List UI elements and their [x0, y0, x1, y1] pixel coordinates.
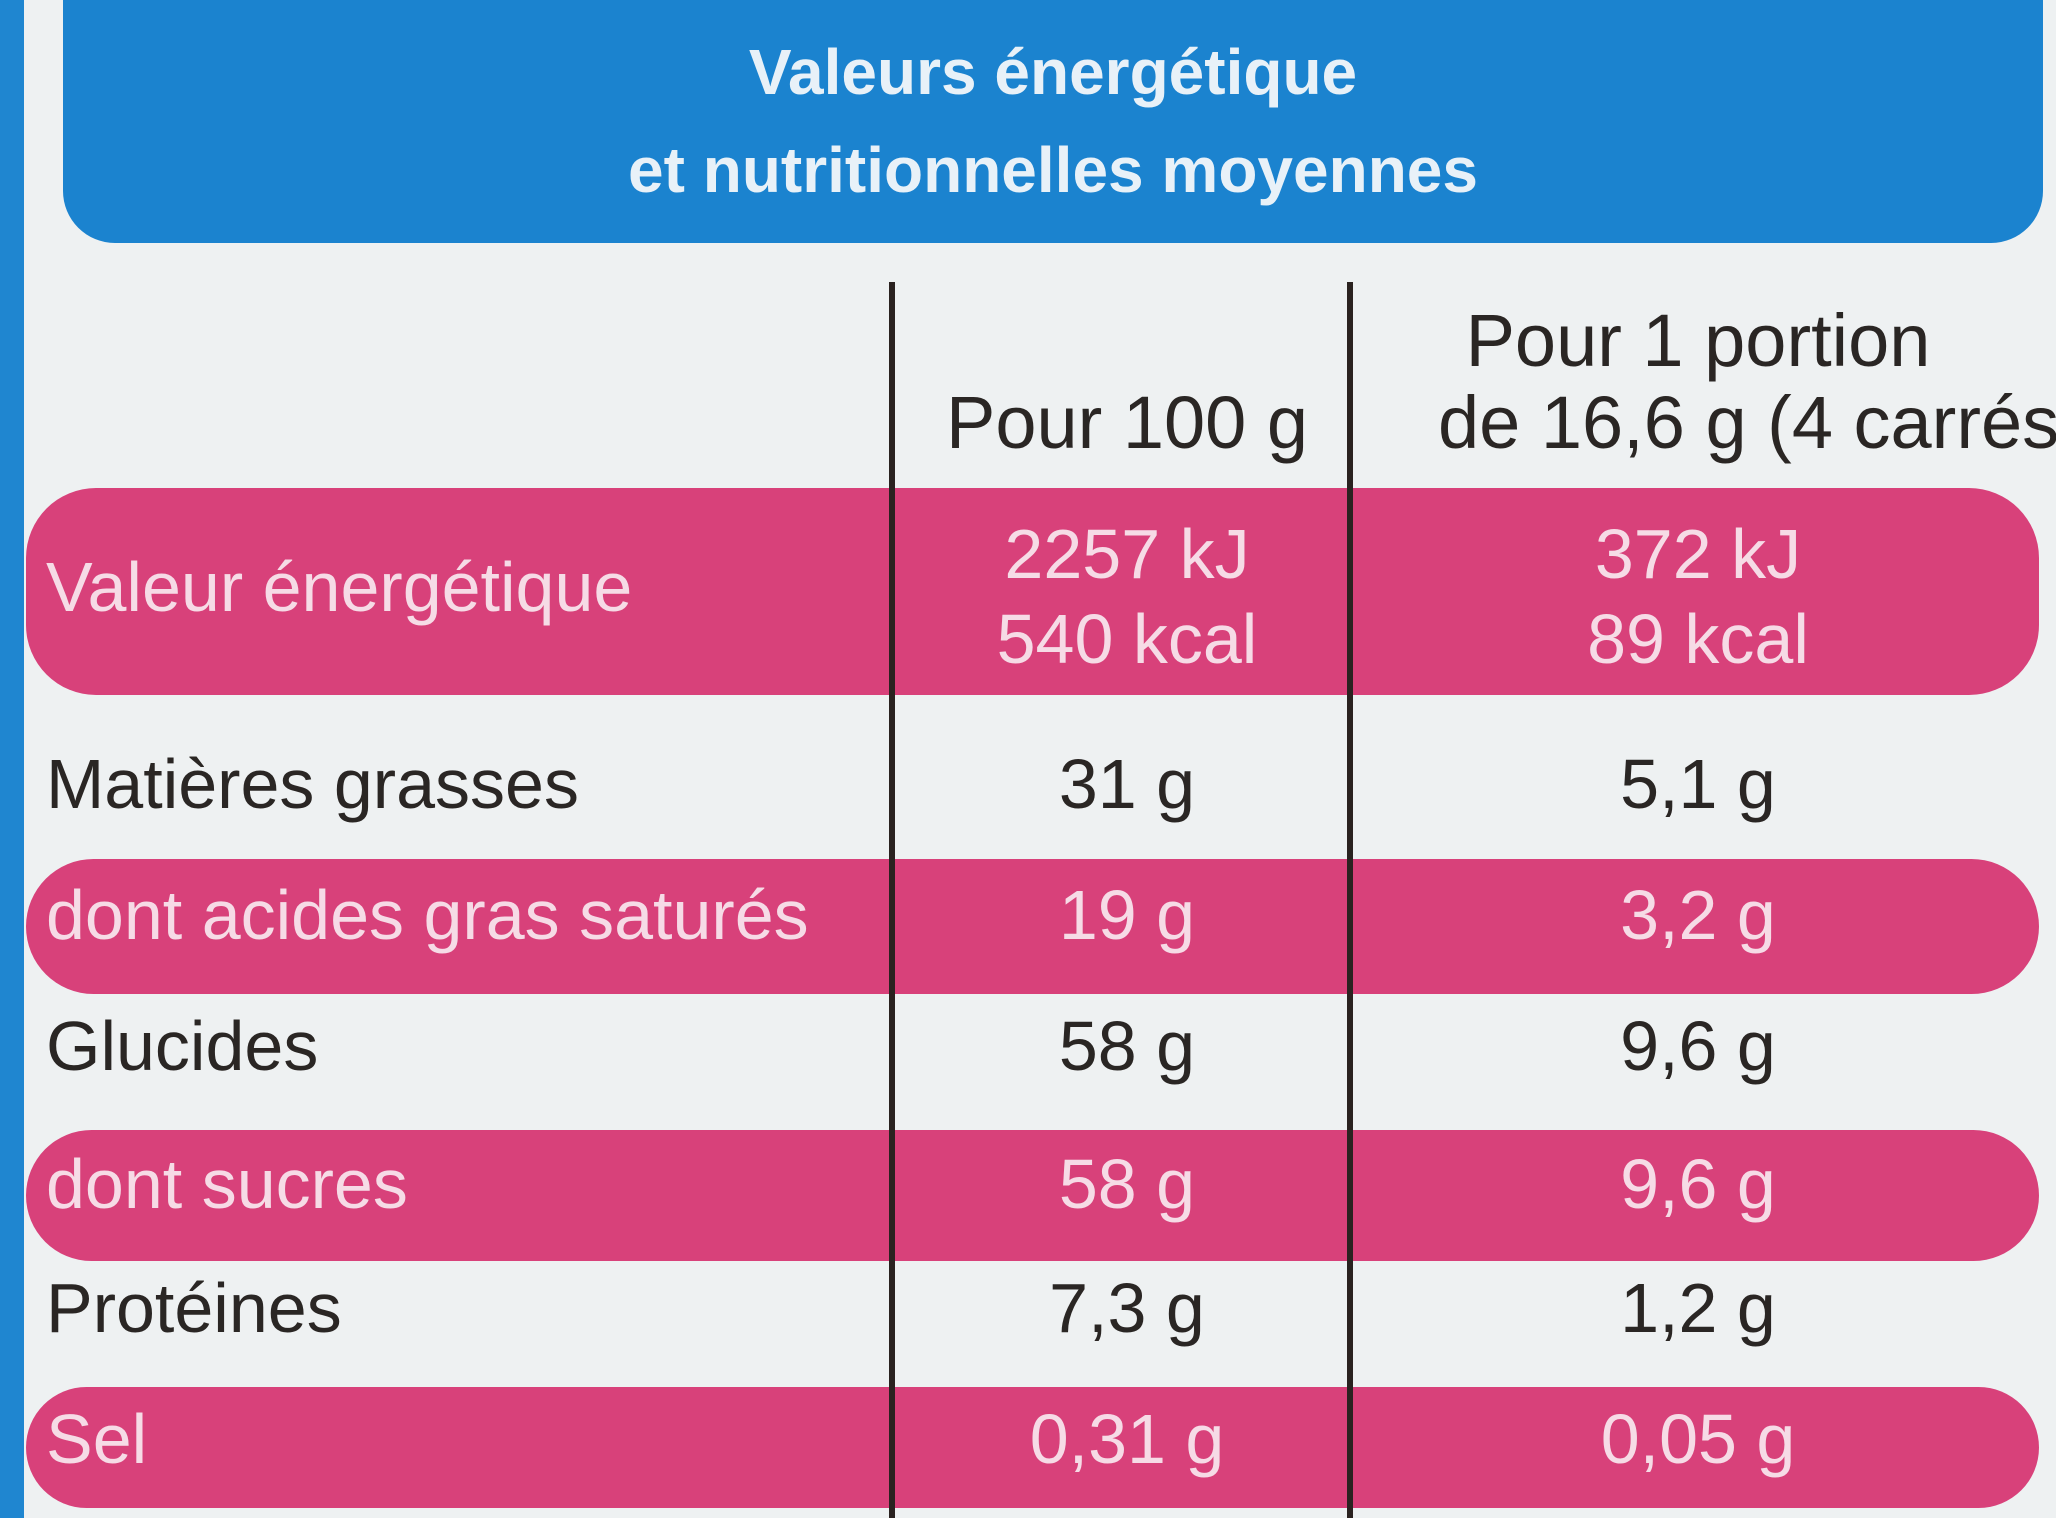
cell-value: 7,3 g	[1049, 1269, 1205, 1347]
cell-value: 58 g	[1058, 1145, 1196, 1223]
column-header: de 16,6 g (4 carrés)	[1438, 381, 2056, 464]
row-label: Valeur énergétique	[46, 548, 633, 626]
cell-value: 89 kcal	[1587, 600, 1809, 678]
column-divider	[1347, 282, 1353, 1518]
cell-value: 540 kcal	[996, 600, 1258, 678]
title-banner	[63, 0, 2043, 243]
cell-value: 31 g	[1058, 745, 1196, 823]
cell-value: 19 g	[1058, 876, 1196, 954]
cell-value: 372 kJ	[1594, 515, 1802, 593]
row-label: dont sucres	[46, 1145, 408, 1223]
cell-value: 3,2 g	[1620, 876, 1776, 954]
row-highlight	[26, 1387, 2039, 1508]
row-label: dont acides gras saturés	[46, 876, 809, 954]
cell-value: 0,31 g	[1029, 1400, 1225, 1478]
cell-value: 0,05 g	[1600, 1400, 1796, 1478]
cell-value: 2257 kJ	[1004, 515, 1250, 593]
cell-value: 58 g	[1058, 1007, 1196, 1085]
row-label: Protéines	[46, 1269, 342, 1347]
column-divider	[889, 282, 895, 1518]
column-header: Pour 100 g	[945, 381, 1309, 464]
cell-value: 9,6 g	[1620, 1007, 1776, 1085]
column-header: Pour 1 portion	[1465, 299, 1931, 382]
cell-value: 9,6 g	[1620, 1145, 1776, 1223]
title-line: Valeurs énergétique	[748, 36, 1358, 108]
row-label: Sel	[46, 1400, 148, 1478]
title-line: et nutritionnelles moyennes	[628, 134, 1478, 206]
row-highlight	[26, 488, 2039, 695]
cell-value: 5,1 g	[1620, 745, 1776, 823]
row-label: Matières grasses	[46, 745, 579, 823]
cell-value: 1,2 g	[1620, 1269, 1776, 1347]
row-highlight	[26, 859, 2039, 994]
edge-strip	[0, 0, 24, 1518]
row-label: Glucides	[46, 1007, 319, 1085]
row-highlight	[26, 1130, 2039, 1261]
